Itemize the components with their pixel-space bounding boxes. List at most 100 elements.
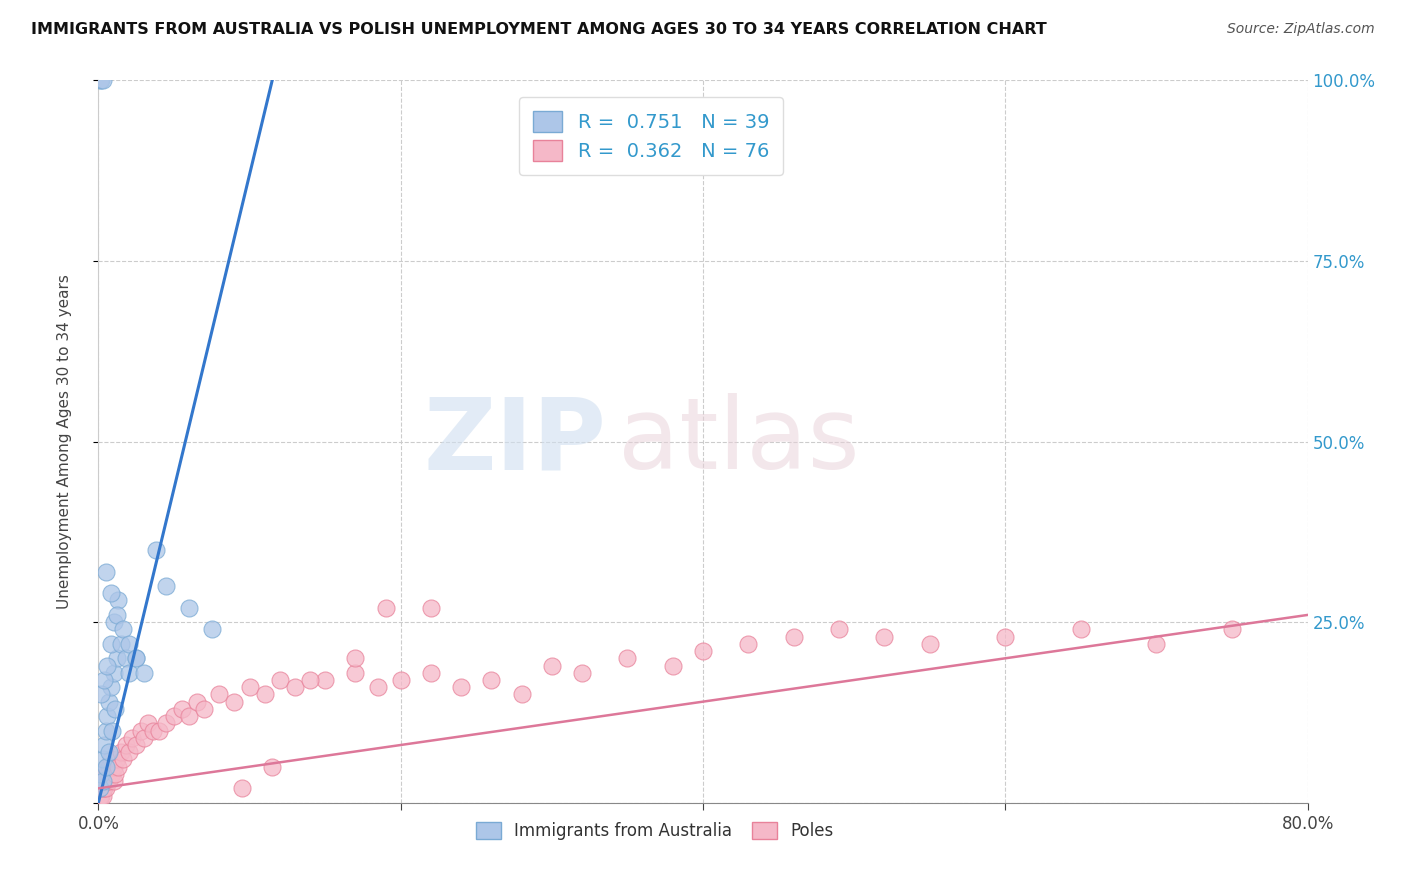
Point xyxy=(132,731,155,745)
Point xyxy=(100,680,122,694)
Point xyxy=(105,752,128,766)
Point xyxy=(129,723,152,738)
Point xyxy=(231,781,253,796)
Point xyxy=(121,731,143,745)
Point xyxy=(91,767,114,781)
Point xyxy=(481,673,503,687)
Point xyxy=(170,702,193,716)
Point xyxy=(540,658,562,673)
Point xyxy=(269,673,291,687)
Point xyxy=(107,593,129,607)
Point xyxy=(111,752,134,766)
Point xyxy=(111,623,134,637)
Point xyxy=(90,774,112,789)
Point xyxy=(104,702,127,716)
Point xyxy=(94,723,117,738)
Point xyxy=(344,665,367,680)
Point xyxy=(91,752,114,766)
Point xyxy=(98,774,121,789)
Point xyxy=(93,781,115,796)
Point xyxy=(692,644,714,658)
Point xyxy=(105,607,128,622)
Point xyxy=(450,680,472,694)
Text: IMMIGRANTS FROM AUSTRALIA VS POLISH UNEMPLOYMENT AMONG AGES 30 TO 34 YEARS CORRE: IMMIGRANTS FROM AUSTRALIA VS POLISH UNEM… xyxy=(31,22,1046,37)
Point xyxy=(103,615,125,630)
Point xyxy=(103,665,125,680)
Point xyxy=(89,781,111,796)
Point xyxy=(100,637,122,651)
Point xyxy=(118,637,141,651)
Point xyxy=(91,781,114,796)
Point xyxy=(142,723,165,738)
Point xyxy=(224,695,246,709)
Point xyxy=(125,651,148,665)
Point xyxy=(510,687,533,701)
Point xyxy=(118,745,141,759)
Point xyxy=(163,709,186,723)
Point xyxy=(90,767,112,781)
Point xyxy=(367,680,389,694)
Point xyxy=(90,781,112,796)
Point xyxy=(100,586,122,600)
Point xyxy=(1220,623,1243,637)
Point xyxy=(253,687,276,701)
Point xyxy=(783,630,806,644)
Point xyxy=(100,767,122,781)
Point xyxy=(201,623,224,637)
Point xyxy=(208,687,231,701)
Point xyxy=(90,789,112,803)
Point xyxy=(94,565,117,579)
Point xyxy=(155,716,177,731)
Point xyxy=(125,738,148,752)
Point xyxy=(193,702,215,716)
Point xyxy=(89,774,111,789)
Point xyxy=(1070,623,1092,637)
Point xyxy=(96,774,118,789)
Point xyxy=(101,723,124,738)
Point xyxy=(93,774,115,789)
Point xyxy=(114,651,136,665)
Point xyxy=(89,73,111,87)
Point xyxy=(104,767,127,781)
Y-axis label: Unemployment Among Ages 30 to 34 years: Unemployment Among Ages 30 to 34 years xyxy=(58,274,72,609)
Point xyxy=(94,767,117,781)
Point xyxy=(239,680,262,694)
Point xyxy=(91,774,114,789)
Point xyxy=(105,651,128,665)
Point xyxy=(1144,637,1167,651)
Point xyxy=(314,673,336,687)
Text: ZIP: ZIP xyxy=(423,393,606,490)
Point xyxy=(125,651,148,665)
Point xyxy=(179,600,201,615)
Point xyxy=(98,695,121,709)
Text: atlas: atlas xyxy=(619,393,860,490)
Point xyxy=(148,723,170,738)
Point xyxy=(616,651,638,665)
Point xyxy=(103,774,125,789)
Point xyxy=(94,781,117,796)
Point xyxy=(100,752,122,766)
Point xyxy=(284,680,307,694)
Point xyxy=(344,651,367,665)
Point xyxy=(96,658,118,673)
Point xyxy=(91,789,114,803)
Point xyxy=(89,789,111,803)
Point xyxy=(90,687,112,701)
Point xyxy=(110,745,132,759)
Point xyxy=(96,760,118,774)
Point xyxy=(420,665,443,680)
Point xyxy=(90,73,112,87)
Point xyxy=(101,767,124,781)
Point xyxy=(103,760,125,774)
Point xyxy=(420,600,443,615)
Point xyxy=(94,760,117,774)
Point xyxy=(262,760,284,774)
Point xyxy=(155,579,177,593)
Point xyxy=(389,673,412,687)
Point xyxy=(98,760,121,774)
Point xyxy=(994,630,1017,644)
Point xyxy=(918,637,941,651)
Point xyxy=(145,542,167,557)
Point xyxy=(873,630,896,644)
Point xyxy=(96,709,118,723)
